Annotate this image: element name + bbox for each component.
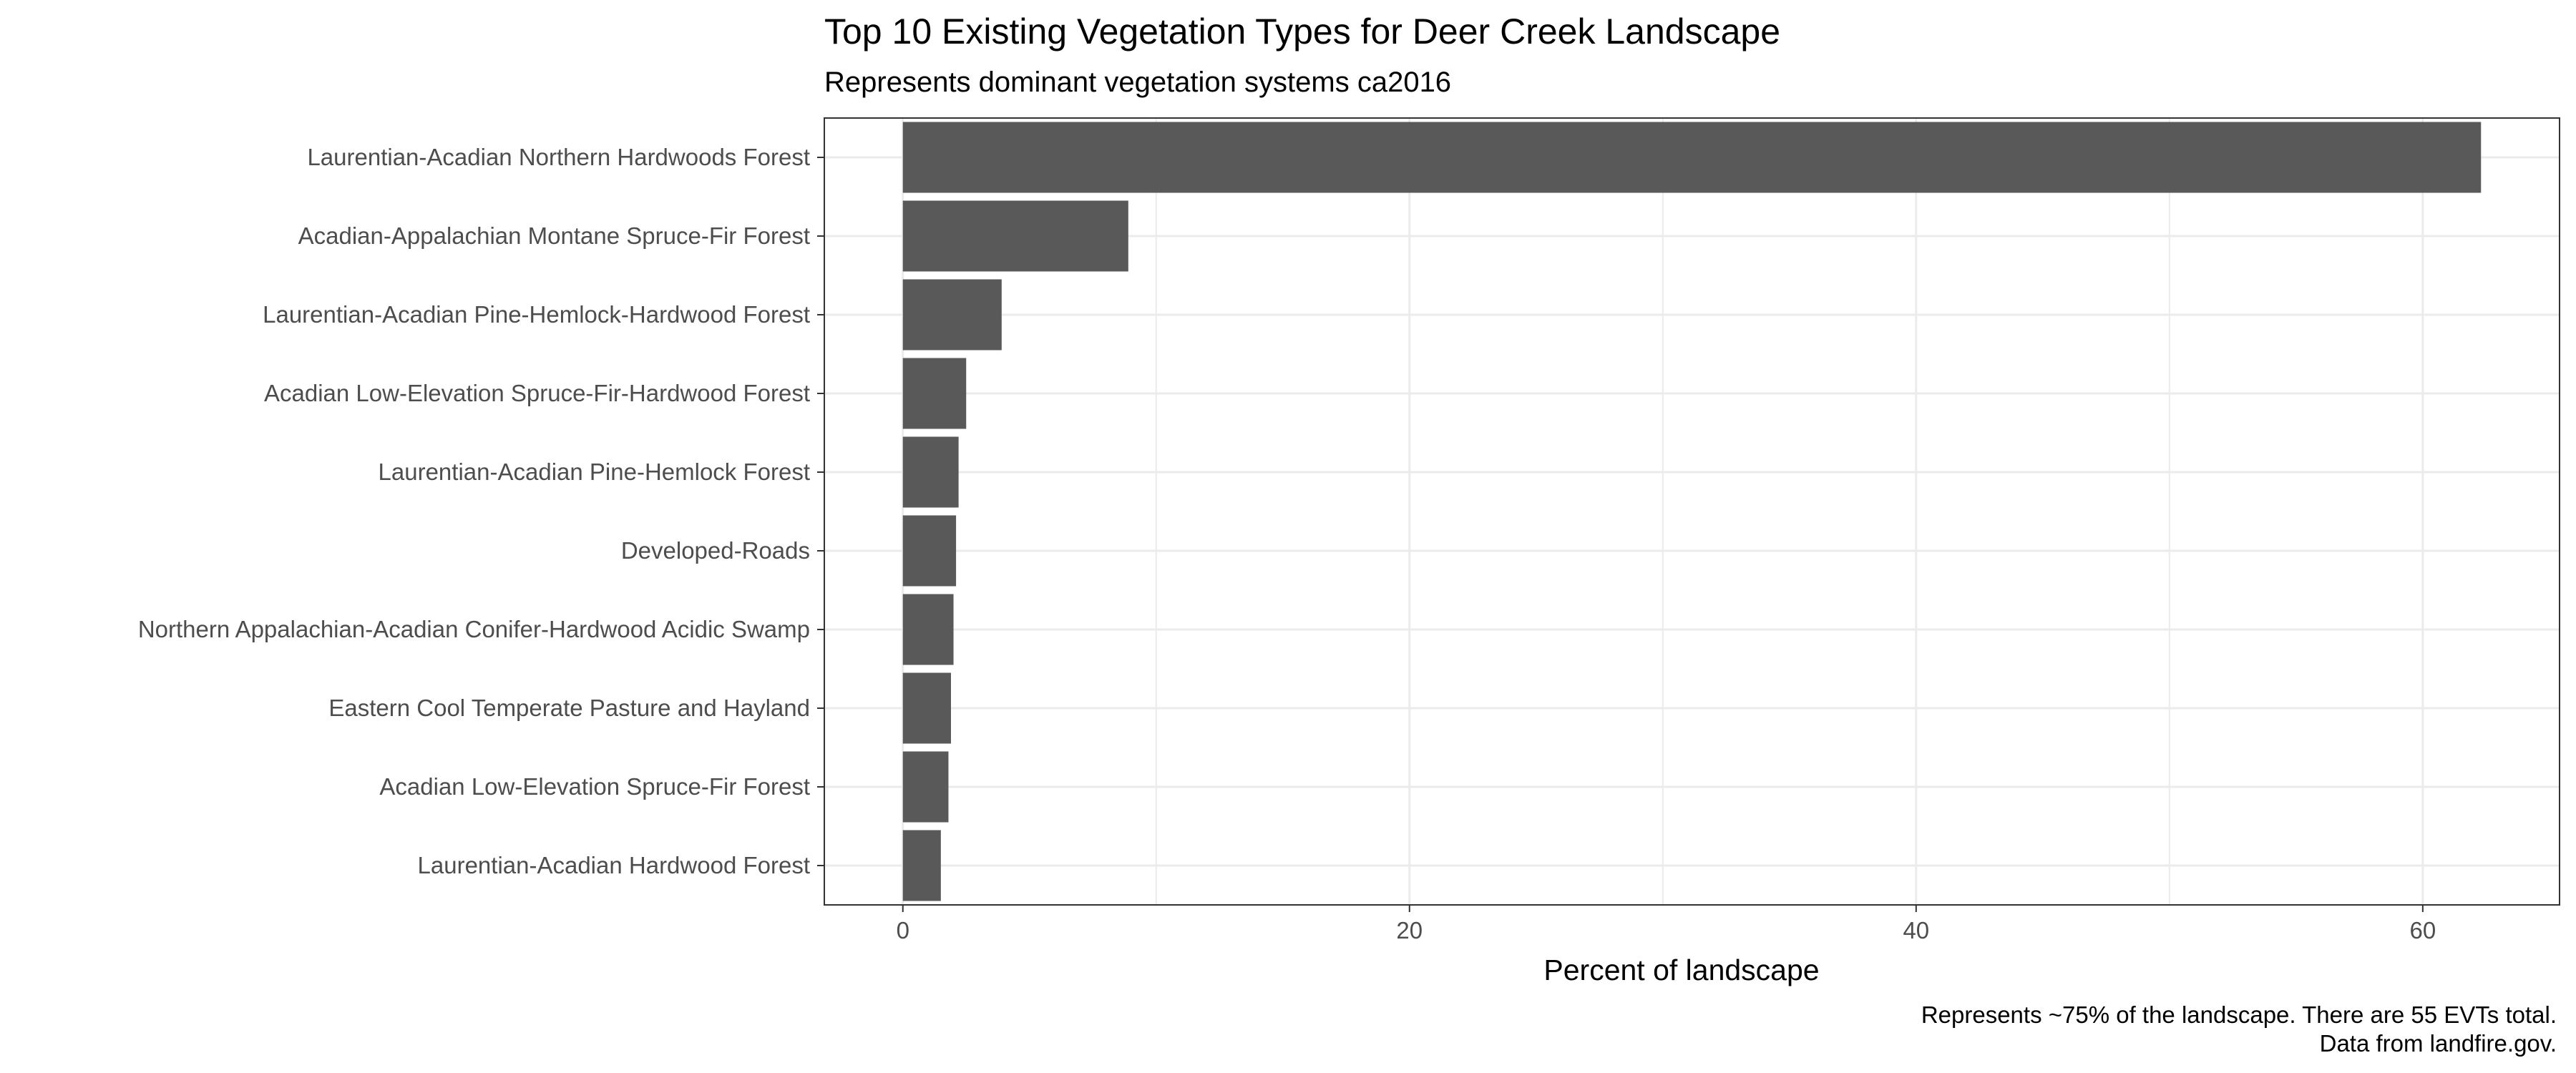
y-axis: Laurentian-Acadian Northern Hardwoods Fo… <box>138 144 824 878</box>
chart-subtitle: Represents dominant vegetation systems c… <box>824 67 1451 98</box>
bar <box>902 279 1002 351</box>
y-tick-label: Northern Appalachian-Acadian Conifer-Har… <box>138 616 810 642</box>
chart-title: Top 10 Existing Vegetation Types for Dee… <box>824 11 1780 52</box>
caption-line-1: Represents ~75% of the landscape. There … <box>1921 1001 2557 1028</box>
panel-border <box>824 117 2560 906</box>
bar <box>902 122 2482 193</box>
x-axis-title: Percent of landscape <box>1543 954 1819 986</box>
bar <box>902 672 952 744</box>
plot-panel <box>824 117 2560 906</box>
major-gridlines <box>824 118 2560 905</box>
y-tick-label: Laurentian-Acadian Hardwood Forest <box>418 852 810 878</box>
bar <box>902 751 949 823</box>
y-tick-label: Eastern Cool Temperate Pasture and Hayla… <box>328 695 810 721</box>
x-tick-label: 20 <box>1396 917 1423 944</box>
bars <box>902 122 2482 901</box>
caption-line-2: Data from landfire.gov. <box>2320 1030 2557 1057</box>
y-tick-label: Laurentian-Acadian Pine-Hemlock-Hardwood… <box>263 301 810 328</box>
x-tick-label: 40 <box>1903 917 1929 944</box>
bar <box>902 830 941 901</box>
y-tick-label: Laurentian-Acadian Pine-Hemlock Forest <box>379 459 810 485</box>
y-tick-label: Laurentian-Acadian Northern Hardwoods Fo… <box>307 144 810 170</box>
x-tick-label: 0 <box>897 917 909 944</box>
y-tick-label: Developed-Roads <box>621 537 810 564</box>
bar <box>902 436 959 508</box>
y-tick-label: Acadian-Appalachian Montane Spruce-Fir F… <box>298 222 810 249</box>
y-tick-label: Acadian Low-Elevation Spruce-Fir Forest <box>379 773 810 800</box>
x-tick-label: 60 <box>2409 917 2436 944</box>
bar <box>902 515 957 587</box>
minor-gridlines <box>1155 118 2170 905</box>
bar <box>902 594 954 665</box>
x-axis: 0 20 40 60 <box>897 905 2436 944</box>
y-tick-label: Acadian Low-Elevation Spruce-Fir-Hardwoo… <box>264 380 810 406</box>
bar <box>902 358 967 429</box>
bar <box>902 200 1128 272</box>
